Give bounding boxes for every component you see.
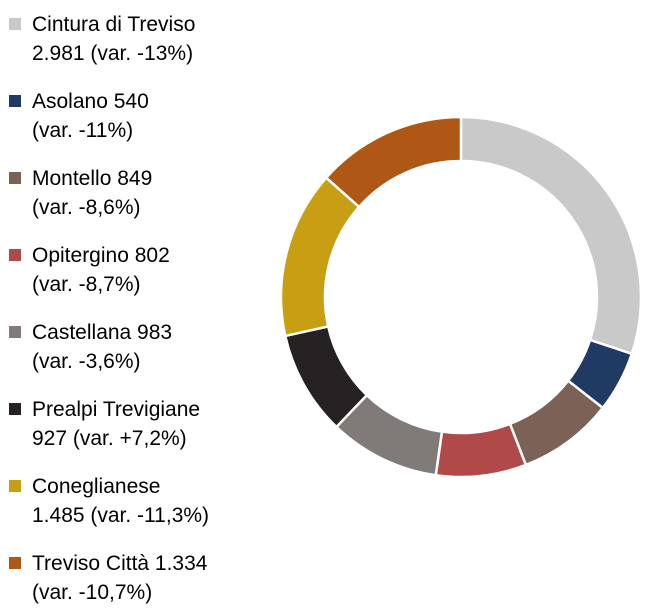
- legend-marker: [9, 249, 21, 261]
- legend-label-line: (var. -8,7%): [32, 273, 141, 296]
- donut-slice-treviso-citta: [324, 115, 463, 209]
- legend-item-castellana: Castellana 983 (var. -3,6%): [9, 318, 277, 376]
- legend-item-cintura-di-treviso: Cintura di Treviso 2.981 (var. -13%): [9, 10, 277, 68]
- donut-slice-cintura-di-treviso: [459, 115, 643, 356]
- legend-label-line: Montello 849: [32, 167, 153, 190]
- legend-item-montello: Montello 849 (var. -8,6%): [9, 164, 277, 222]
- legend-label-line: Cintura di Treviso: [32, 13, 196, 36]
- donut-slice-coneglianese: [279, 176, 361, 338]
- legend-marker: [9, 18, 21, 30]
- legend-item-treviso-citta: Treviso Città 1.334 (var. -10,7%): [9, 549, 277, 607]
- legend-item-asolano: Asolano 540 (var. -11%): [9, 87, 277, 145]
- legend-label: Asolano 540 (var. -11%): [32, 87, 149, 145]
- legend-item-coneglianese: Coneglianese 1.485 (var. -11,3%): [9, 472, 277, 530]
- legend-label: Cintura di Treviso 2.981 (var. -13%): [32, 10, 195, 68]
- legend-label: Montello 849 (var. -8,6%): [32, 164, 152, 222]
- legend-label-line: Asolano 540: [32, 90, 149, 113]
- legend-item-prealpi-trevigiane: Prealpi Trevigiane 927 (var. +7,2%): [9, 395, 277, 453]
- donut-slice-opitergino: [434, 422, 528, 479]
- legend-label-line: Prealpi Trevigiane: [32, 398, 201, 421]
- legend-label-line: 927 (var. +7,2%): [32, 427, 187, 450]
- legend-label-line: Coneglianese: [32, 475, 161, 498]
- legend-label-line: (var. -10,7%): [32, 581, 153, 604]
- legend-marker: [9, 403, 21, 415]
- legend-label-line: Castellana 983: [32, 321, 173, 344]
- legend-marker: [9, 557, 21, 569]
- legend-label-line: Treviso Città 1.334: [32, 552, 208, 575]
- legend-marker: [9, 326, 21, 338]
- legend-marker: [9, 172, 21, 184]
- legend-label: Treviso Città 1.334 (var. -10,7%): [32, 549, 207, 607]
- legend-label-line: (var. -11%): [32, 119, 134, 142]
- legend-label: Opitergino 802 (var. -8,7%): [32, 241, 170, 299]
- chart-legend: Cintura di Treviso 2.981 (var. -13%) Aso…: [9, 10, 277, 607]
- legend-label-line: 1.485 (var. -11,3%): [32, 504, 210, 527]
- legend-item-opitergino: Opitergino 802 (var. -8,7%): [9, 241, 277, 299]
- legend-label-line: (var. -8,6%): [32, 196, 141, 219]
- legend-label: Coneglianese 1.485 (var. -11,3%): [32, 472, 209, 530]
- legend-marker: [9, 480, 21, 492]
- legend-label-line: 2.981 (var. -13%): [32, 42, 194, 65]
- legend-label: Prealpi Trevigiane 927 (var. +7,2%): [32, 395, 200, 453]
- legend-marker: [9, 95, 21, 107]
- legend-label-line: (var. -3,6%): [32, 350, 141, 373]
- legend-label: Castellana 983 (var. -3,6%): [32, 318, 172, 376]
- legend-label-line: Opitergino 802: [32, 244, 170, 267]
